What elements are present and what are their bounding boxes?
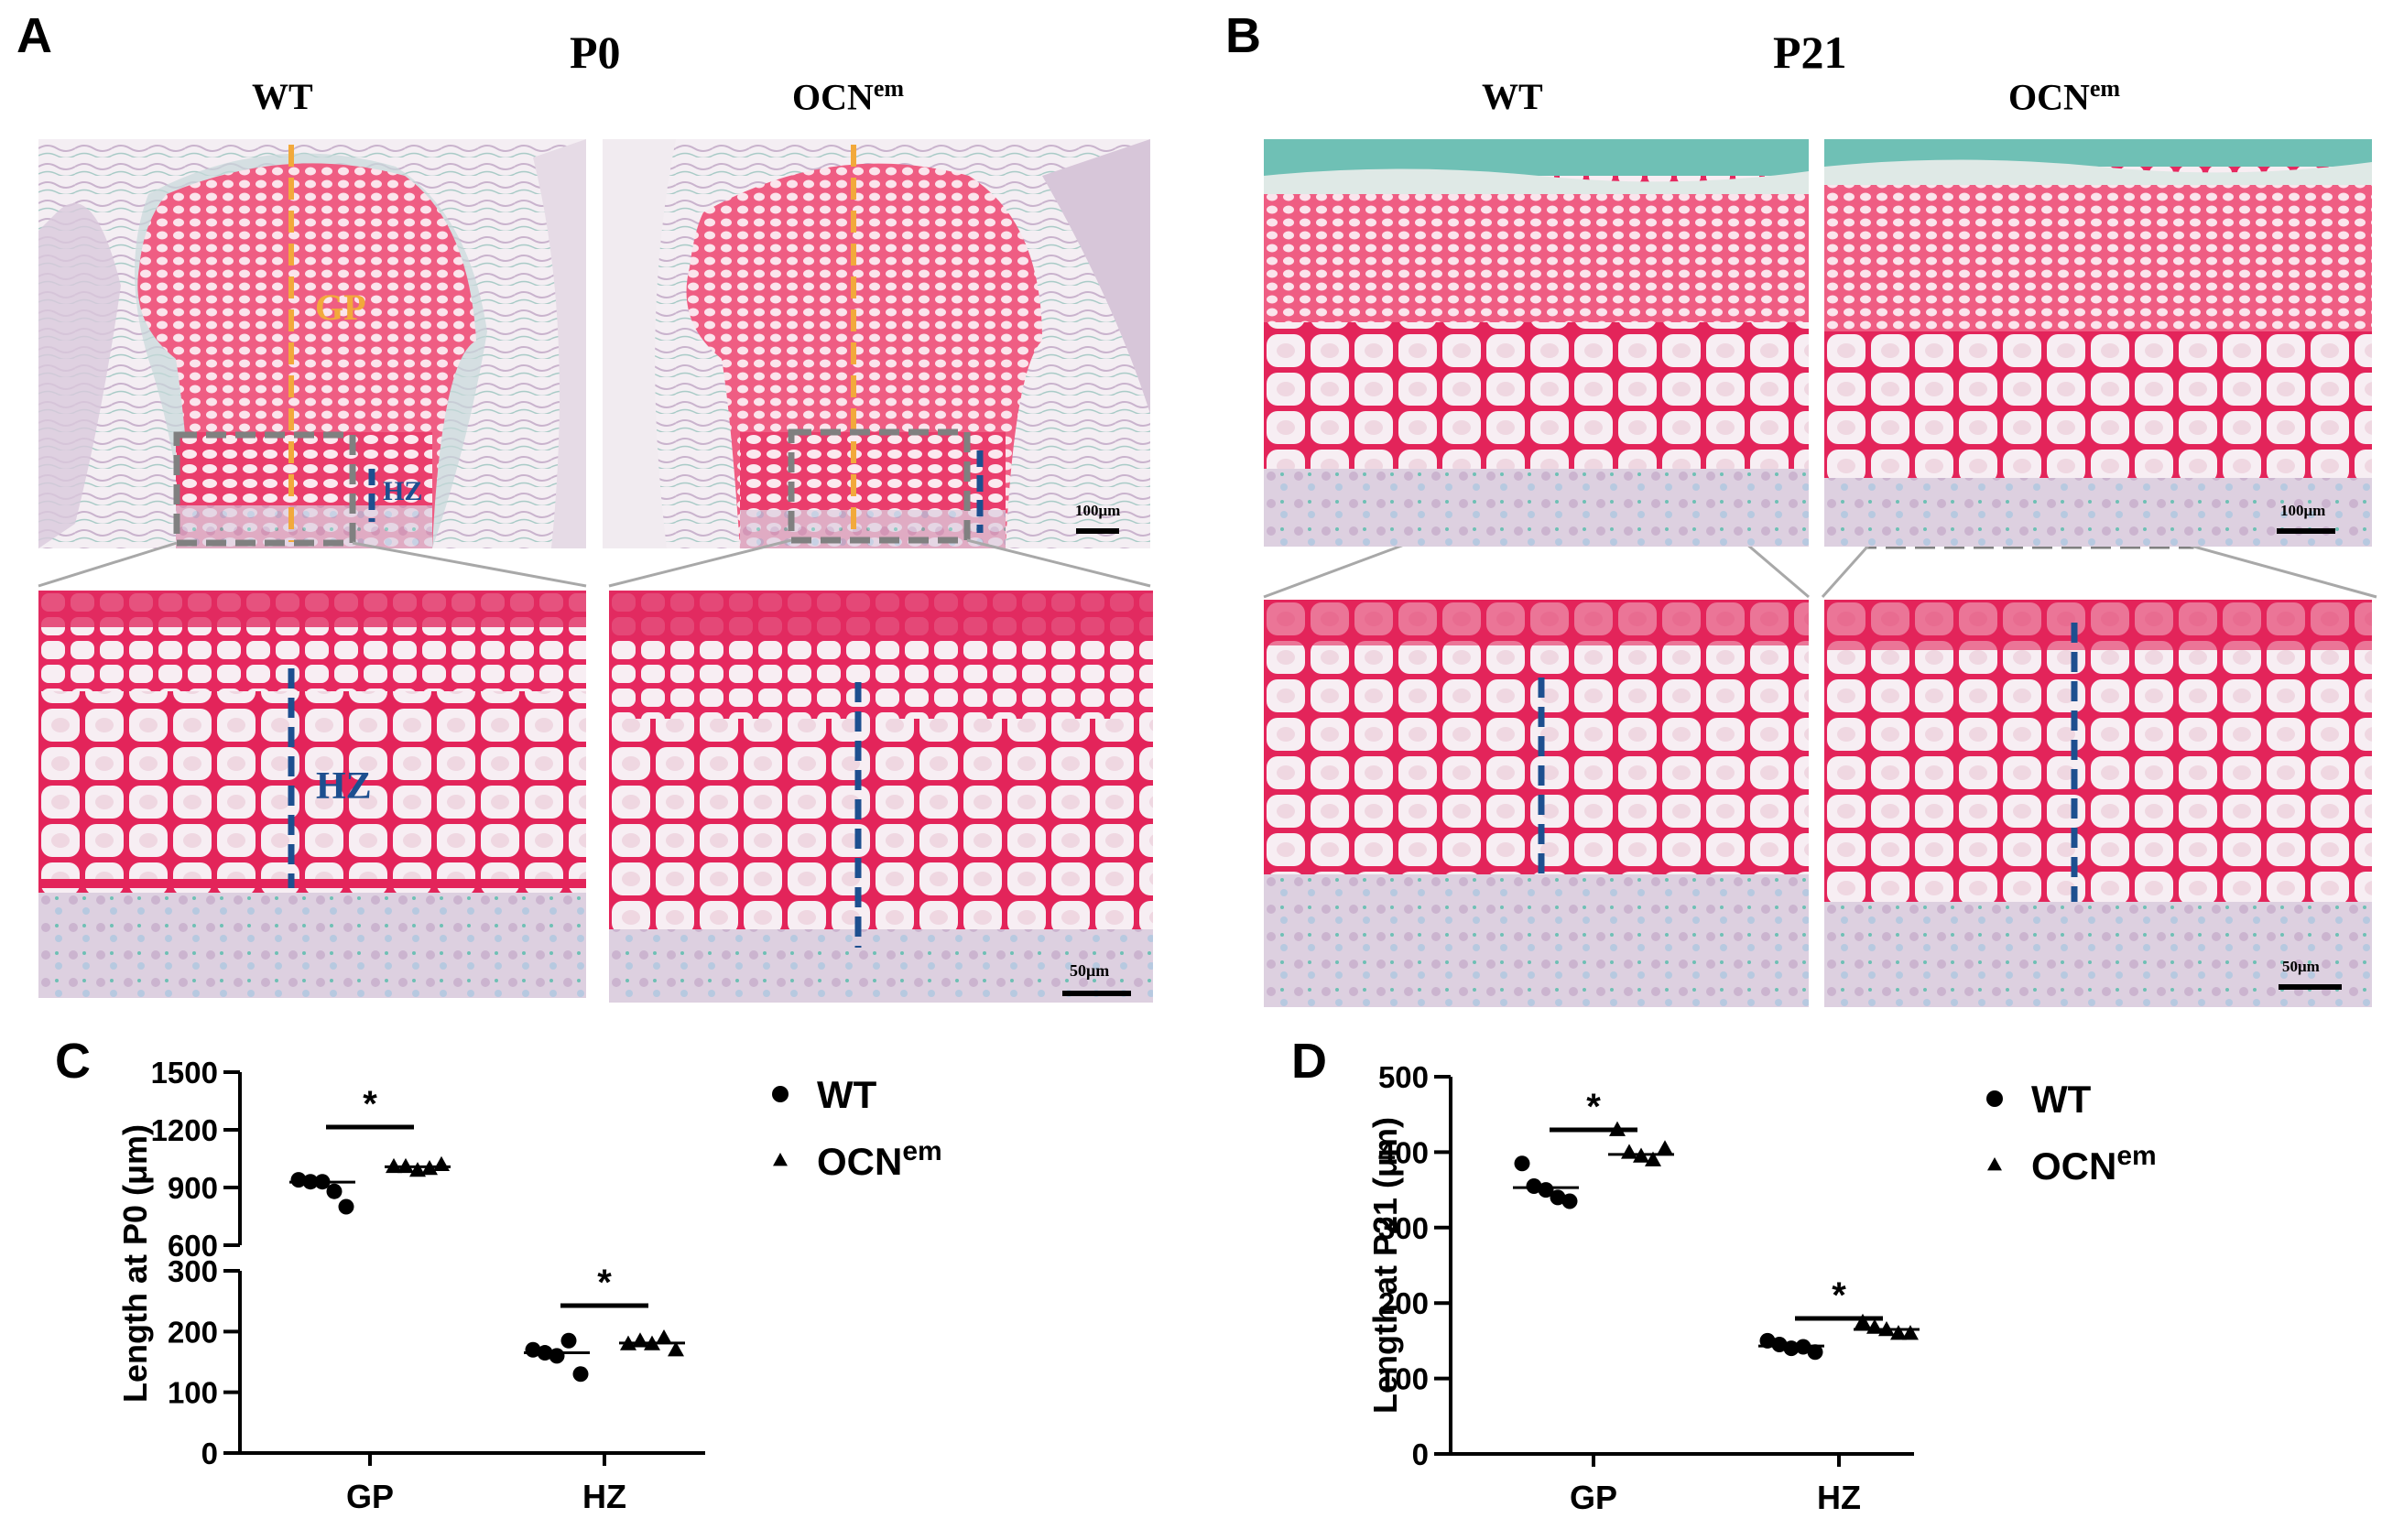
point-circle-HZ [1771,1337,1788,1353]
point-circle-GP [326,1183,343,1199]
legend-wt-label: WT [817,1073,877,1116]
sig-star-HZ: * [597,1263,612,1303]
legend-wt-label: WT [2031,1078,2092,1121]
panel-b-wt-heading: WT [1482,76,1543,117]
panel-label-c: C [55,1034,91,1089]
point-triangle-GP [409,1162,426,1177]
x-tick-label-HZ: HZ [1817,1479,1861,1516]
point-triangle-HZ [1890,1325,1907,1340]
point-triangle-HZ [1855,1313,1871,1329]
panel-a-wt-roi-box [173,431,356,547]
panel-b-scale-bottom: 50μm [2282,958,2320,975]
panel-a-scale-top: 100μm [1075,502,1121,519]
panel-b-ocnem-heading: OCNem [2008,75,2121,118]
point-circle-GP [1538,1182,1554,1198]
point-circle-HZ [1759,1332,1776,1349]
legend-ocnem-label: OCNem [2031,1141,2157,1188]
panel-a-title: P0 [570,27,621,78]
y-tick-label: 300 [1378,1211,1429,1245]
panel-a-hz-label-top: HZ [383,476,423,506]
sig-star-GP: * [1586,1087,1601,1127]
x-tick-label-HZ: HZ [582,1478,626,1515]
point-triangle-GP [433,1155,450,1171]
point-circle-HZ [572,1366,589,1383]
panel-a-hz-label-bottom: HZ [316,765,372,808]
panel-a-wt-highmag-image [38,591,586,998]
panel-b-wt-lowmag-image [1264,139,1809,547]
point-circle-HZ [560,1332,577,1349]
panel-b-scale-top: 100μm [2280,502,2326,519]
panel-b-wt-highmag-image [1264,600,1809,1007]
chart-d: 500 400 300 200 100 0 GP HZ Length at P21 (μm) * *… [1209,1016,2390,1538]
y-axis-label: Length at P0 (μm) [116,1124,154,1403]
panel-a-scale-bottom: 50μm [1070,961,1110,980]
y-tick-label: 200 [168,1315,218,1349]
y-tick-label: 1200 [151,1113,218,1147]
y-tick-label: 100 [168,1376,218,1410]
chart-c: 1500 1200 900 600 300 200 100 0 GP HZ Length at P0… [0,1016,1191,1538]
y-axis-label: Length at P21 (μm) [1366,1117,1404,1414]
y-tick-label: 0 [201,1437,218,1470]
legend-wt-marker [1986,1090,2003,1107]
point-triangle-HZ [668,1341,684,1357]
y-tick-label: 500 [1378,1060,1429,1094]
panel-b-ocnem-lowmag-image [1824,139,2372,547]
panel-label-a: A [16,8,52,63]
panel-a-ocnem-roi-box [788,428,971,544]
panel-label-b: B [1225,8,1261,63]
point-circle-HZ [549,1348,565,1364]
point-circle-HZ [1807,1344,1823,1361]
panel-label-d: D [1291,1034,1327,1089]
legend-ocnem-label: OCNem [817,1136,942,1183]
y-tick-label: 100 [1378,1362,1429,1396]
point-circle-GP [290,1172,307,1188]
point-triangle-GP [1657,1140,1673,1155]
x-tick-label-GP: GP [346,1478,394,1515]
point-circle-GP [1526,1177,1542,1194]
point-circle-HZ [1783,1340,1800,1357]
point-circle-GP [1514,1155,1530,1172]
panel-a-ocnem-heading: OCNem [792,75,905,118]
legend-wt-marker [772,1086,789,1102]
legend-ocnem-marker [773,1153,788,1166]
y-tick-label: 900 [168,1171,218,1205]
y-tick-label: 600 [168,1229,218,1263]
point-circle-GP [1550,1189,1566,1206]
panel-a-ocnem-highmag-image [609,591,1153,1003]
panel-a-gp-label: GP [315,287,366,328]
point-triangle-HZ [656,1329,672,1345]
y-tick-label: 200 [1378,1286,1429,1320]
legend-ocnem-marker [1987,1157,2002,1171]
point-triangle-HZ [632,1332,648,1348]
point-circle-GP [1561,1193,1578,1209]
sig-star-GP: * [363,1084,377,1124]
y-tick-label: 300 [168,1254,218,1288]
y-tick-label: 1500 [151,1056,218,1090]
panel-a-wt-heading: WT [252,76,313,117]
x-tick-label-GP: GP [1570,1479,1617,1516]
panel-a-ocnem-lowmag-image [603,139,1150,548]
point-circle-GP [338,1198,354,1215]
point-triangle-GP [1621,1144,1637,1159]
y-tick-label: 0 [1412,1437,1429,1471]
sig-star-HZ: * [1832,1275,1846,1316]
point-triangle-GP [1645,1151,1661,1166]
point-triangle-HZ [1902,1325,1919,1340]
panel-b-title: P21 [1773,27,1847,78]
y-tick-label: 400 [1378,1135,1429,1169]
panel-a-wt-lowmag-image [38,139,586,548]
